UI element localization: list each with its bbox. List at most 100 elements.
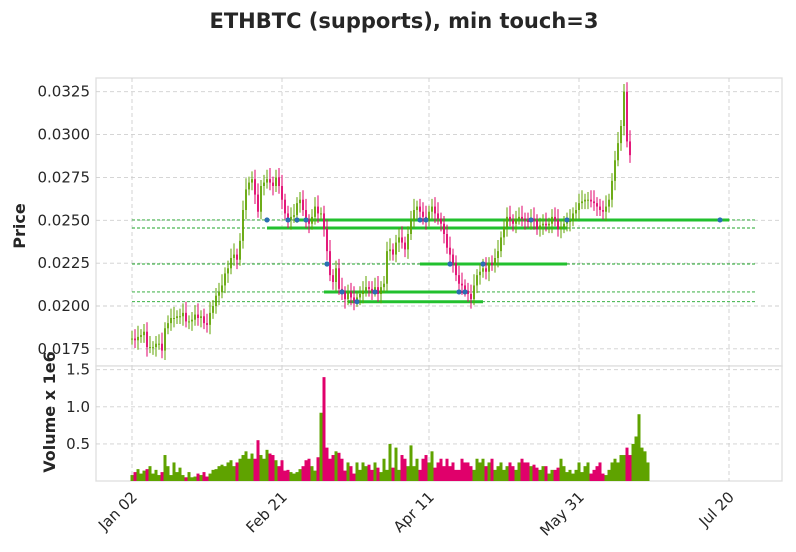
volume-bar	[490, 458, 494, 481]
candle-body	[362, 290, 364, 294]
candle-body	[359, 294, 361, 298]
candle-body	[338, 268, 340, 289]
touch-marker	[294, 217, 300, 223]
candle-body	[440, 218, 442, 224]
volume-bar	[175, 472, 179, 481]
volume-bar	[334, 451, 338, 481]
volume-bar	[259, 455, 263, 481]
volume-bar	[415, 458, 419, 481]
candle-body	[461, 283, 463, 286]
volume-bar	[445, 458, 449, 481]
volume-bar	[190, 477, 194, 481]
volume-bar	[346, 462, 350, 481]
candle-body	[185, 312, 187, 322]
volume-bar	[295, 472, 299, 481]
candle-body	[497, 251, 499, 258]
candle-body	[563, 223, 565, 228]
candle-body	[143, 331, 145, 336]
volume-bar	[238, 458, 242, 481]
volume-bar	[529, 466, 533, 481]
candle-body	[518, 216, 520, 219]
touch-marker	[528, 217, 534, 223]
candle-body	[302, 199, 304, 210]
volume-bar	[571, 473, 575, 481]
candle-body	[404, 242, 406, 250]
volume-bar	[610, 462, 614, 481]
x-tick-label: May 31	[536, 488, 588, 540]
candle-body	[410, 220, 412, 234]
volume-bar	[358, 469, 362, 481]
x-tick-label: Jan 02	[94, 488, 141, 535]
candle-body	[548, 223, 550, 226]
volume-bar	[151, 473, 155, 481]
volume-bar	[550, 469, 554, 481]
volume-bar	[442, 466, 446, 481]
candle-body	[329, 251, 331, 276]
volume-bar	[208, 473, 212, 481]
volume-bar	[205, 476, 209, 481]
volume-bar	[253, 458, 257, 481]
candle-body	[386, 251, 388, 284]
candle-body	[227, 268, 229, 274]
volume-bar	[436, 462, 440, 481]
candle-body	[191, 319, 193, 322]
volume-bar	[601, 473, 605, 481]
candle-body	[266, 179, 268, 183]
candle-body	[155, 343, 157, 348]
candle-body	[422, 211, 424, 217]
volume-bar	[160, 472, 164, 481]
candle-body	[620, 126, 622, 144]
volume-bar	[562, 466, 566, 481]
x-tick-label: Feb 21	[242, 488, 290, 536]
volume-bar	[478, 462, 482, 481]
volume-bar	[514, 469, 518, 481]
candle-body	[239, 240, 241, 260]
volume-bar	[220, 464, 224, 481]
candle-body	[374, 287, 376, 291]
candle-body	[305, 210, 307, 221]
candle-body	[221, 285, 223, 293]
volume-bar	[502, 469, 506, 481]
volume-bar	[460, 458, 464, 481]
candle-body	[455, 263, 457, 276]
candle-body	[332, 275, 334, 282]
price-tick-label: 0.0325	[38, 83, 91, 101]
volume-bar	[556, 467, 560, 481]
volume-bar	[553, 469, 557, 481]
candle-body	[137, 336, 139, 341]
volume-bar	[166, 466, 170, 481]
candle-body	[284, 199, 286, 214]
volume-bar	[388, 443, 392, 481]
candle-body	[482, 268, 484, 272]
volume-bar	[430, 451, 434, 481]
candle-body	[602, 210, 604, 212]
candle-body	[428, 211, 430, 221]
volume-bar	[385, 469, 389, 481]
volume-bar	[148, 466, 152, 481]
volume-bar	[139, 473, 143, 481]
volume-bar	[343, 470, 347, 481]
candle-body	[494, 258, 496, 265]
candle-body	[368, 287, 370, 289]
candle-body	[170, 318, 172, 324]
candle-body	[608, 199, 610, 207]
candle-body	[629, 141, 631, 156]
touch-marker	[417, 217, 423, 223]
volume-bar	[217, 466, 221, 481]
candle-body	[317, 206, 319, 214]
volume-bar	[559, 458, 563, 481]
candle-body	[470, 294, 472, 300]
candle-body	[269, 179, 271, 183]
volume-bar	[310, 466, 314, 481]
volume-bar	[376, 467, 380, 481]
volume-bar	[202, 472, 206, 481]
candle-body	[326, 228, 328, 252]
candle-body	[551, 216, 553, 224]
touch-marker	[264, 217, 270, 223]
volume-bar	[511, 466, 515, 481]
volume-bar	[337, 452, 341, 481]
candle-body	[281, 186, 283, 200]
volume-bar	[406, 466, 410, 481]
volume-bar	[613, 458, 617, 481]
candle-body	[533, 218, 535, 221]
